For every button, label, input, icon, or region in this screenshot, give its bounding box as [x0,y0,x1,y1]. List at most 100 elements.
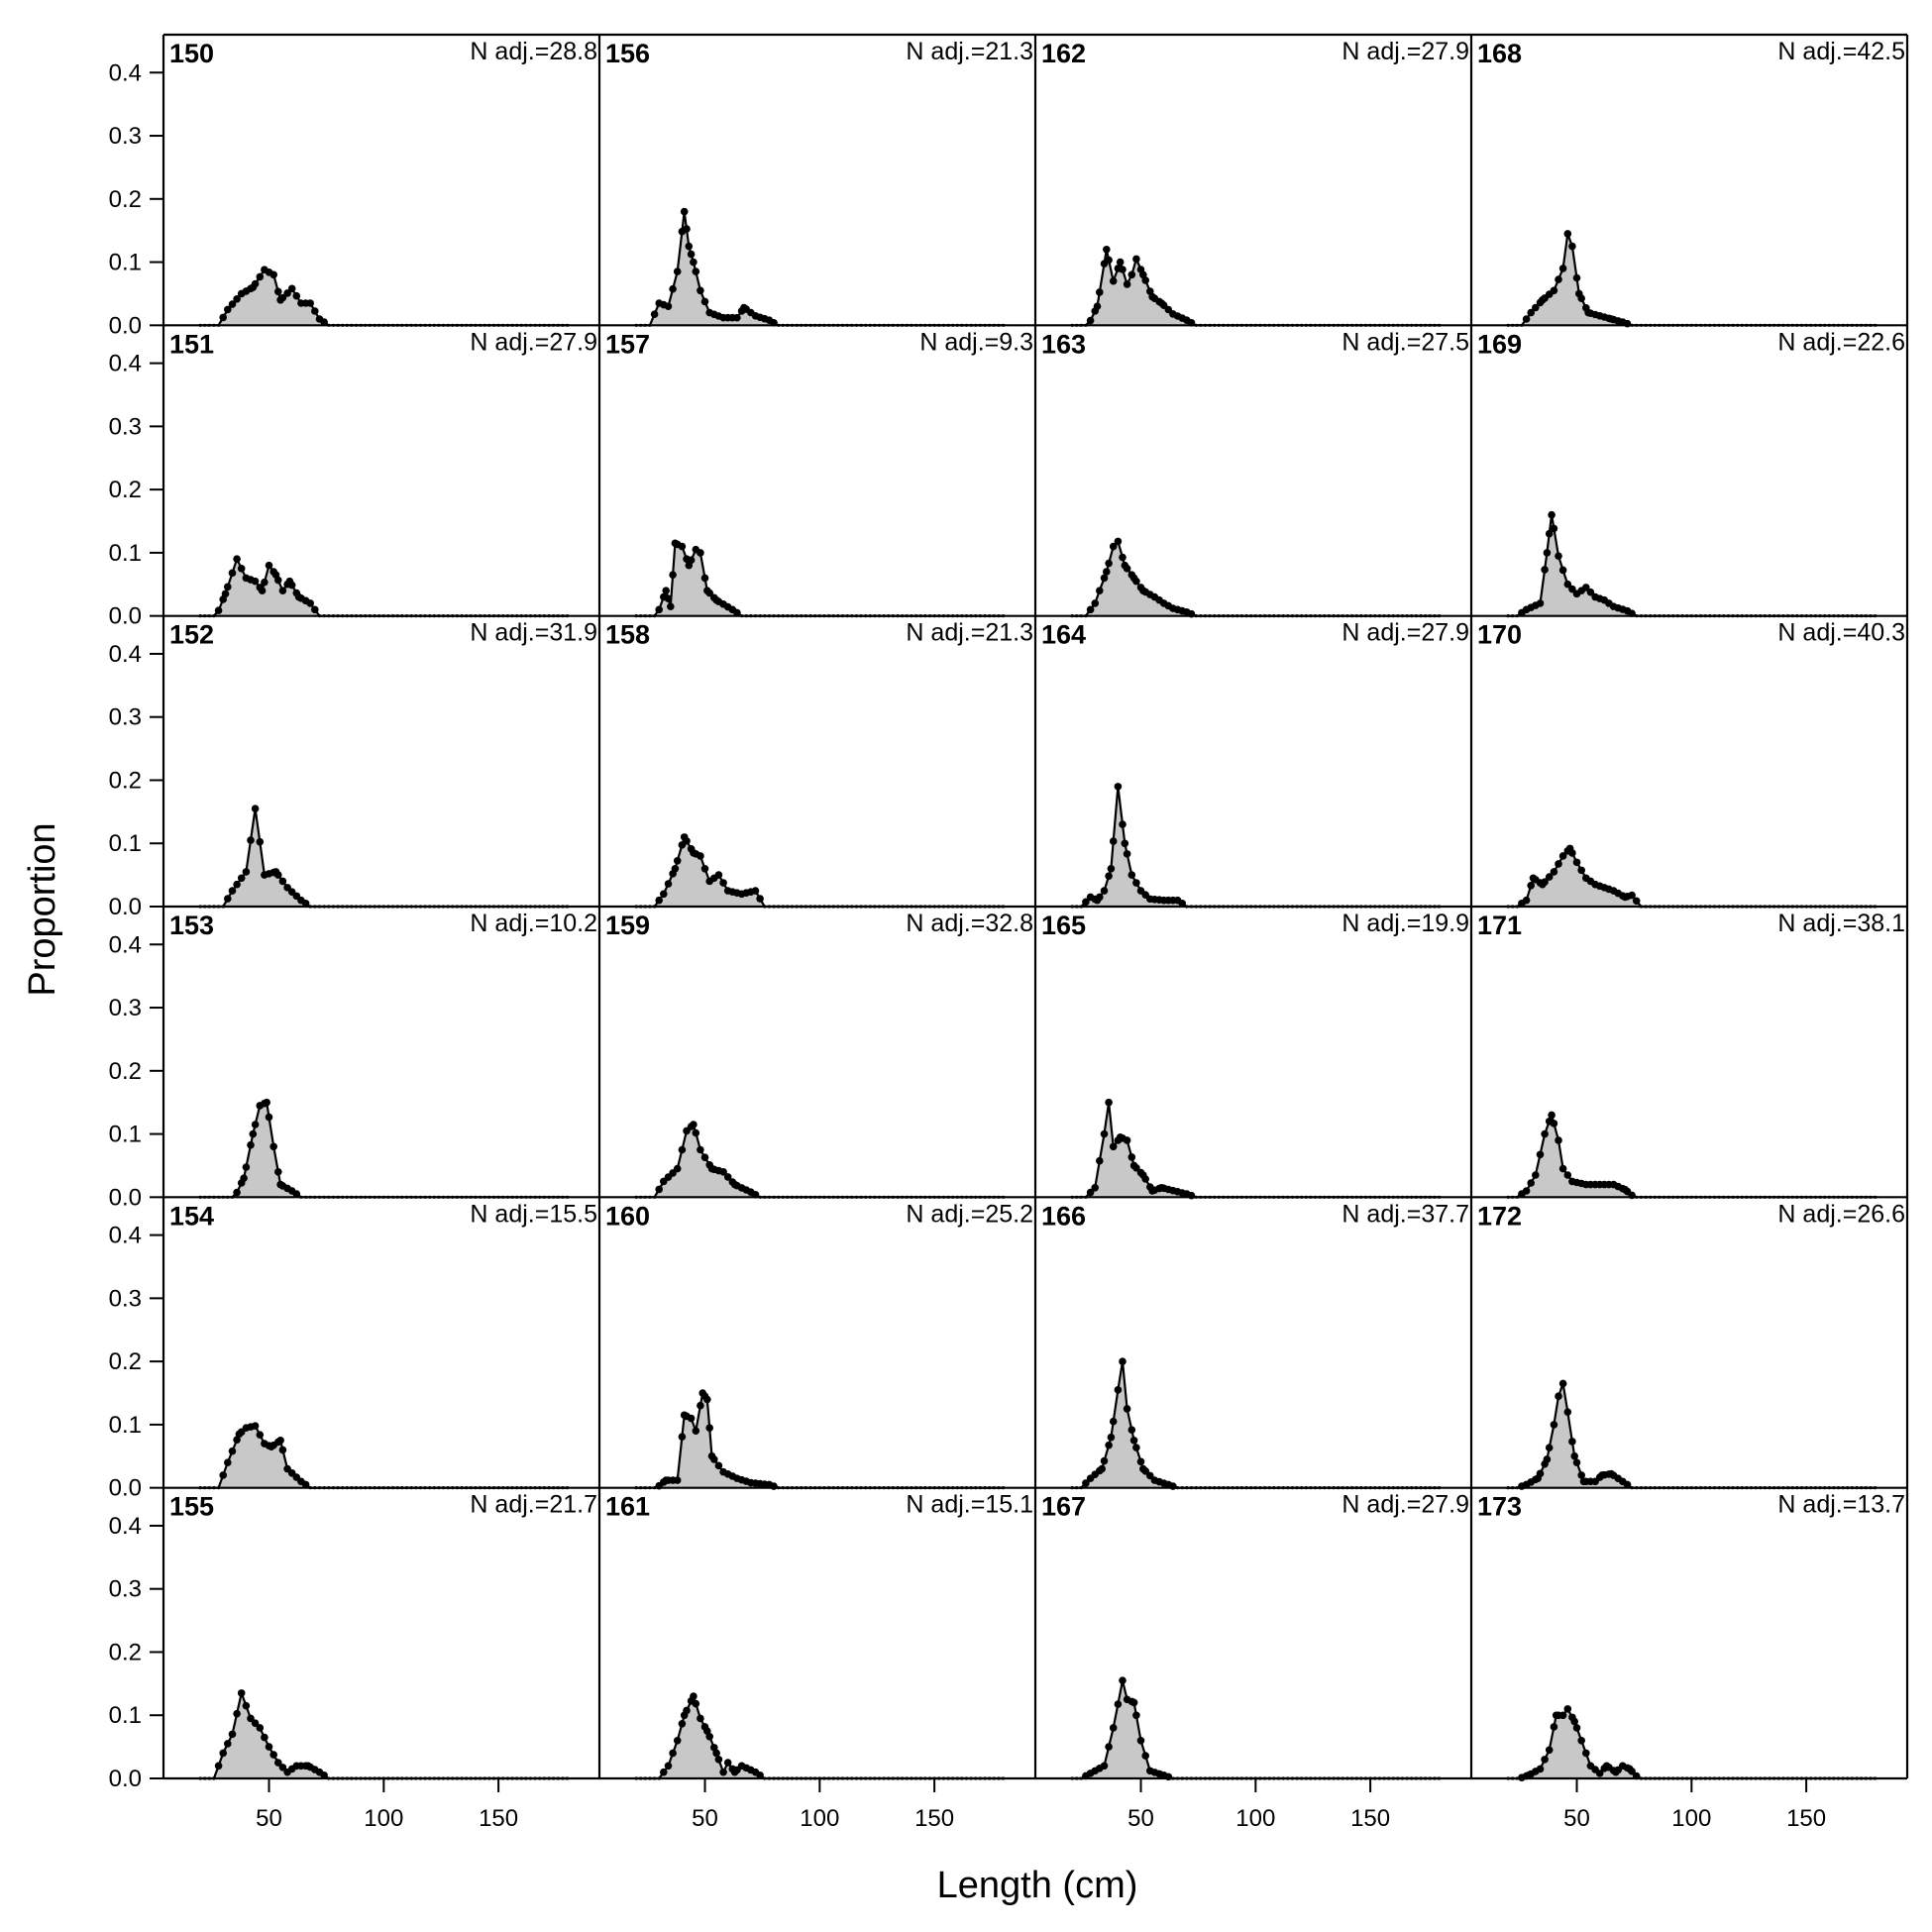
panel-165: 165 N adj.=19.9 [1041,910,1469,1200]
data-point [1132,1164,1140,1172]
x-tick-label: 150 [914,1805,954,1832]
data-point [687,250,696,259]
data-point [733,608,741,617]
data-point [1114,783,1123,791]
data-point [1119,553,1127,562]
data-point [1132,577,1140,586]
data-point [1107,864,1116,873]
series-area [200,808,568,907]
series-area [200,1102,568,1198]
series-area [200,1692,568,1778]
panel-159: 159 N adj.=32.8 [605,910,1033,1199]
data-point [256,1724,265,1732]
y-tick-label: 0.0 [109,312,142,339]
data-point [269,1142,277,1151]
data-point [683,837,691,845]
y-tick-label: 0.1 [109,1122,142,1148]
data-point [1555,1136,1562,1144]
data-point [1105,1743,1113,1751]
data-point [664,594,673,602]
series-area [200,269,568,326]
data-point [1109,542,1118,551]
panel-label: 160 [605,1201,650,1231]
data-point [723,1173,732,1181]
panel-label: 151 [169,329,214,359]
data-point [1109,837,1118,845]
data-point [1548,1111,1556,1120]
series-area [1508,233,1876,326]
x-axis-title: Length (cm) [937,1865,1138,1906]
data-point [719,1168,727,1176]
y-tick-label: 0.2 [109,1058,142,1085]
panel-161: 161 N adj.=15.1 [605,1491,1033,1780]
data-point [1541,1756,1549,1764]
data-point [683,225,691,233]
data-point [1543,549,1552,557]
x-tick-label: 50 [1127,1805,1154,1832]
n-adj-label: N adj.=15.1 [906,1491,1033,1519]
data-point [655,896,663,905]
data-point [1109,276,1118,285]
data-point [320,1771,328,1779]
data-point [1082,1479,1090,1487]
data-point [228,1730,237,1739]
data-point [673,1736,682,1745]
panel-label: 167 [1041,1492,1086,1522]
data-point [1132,1711,1140,1720]
data-point [265,1743,273,1751]
data-point [269,1751,277,1759]
data-point [1555,860,1562,868]
data-point [265,561,273,570]
data-point [700,574,709,583]
data-point [667,602,675,610]
data-point [1555,552,1562,560]
data-point [247,1140,255,1149]
panel-170: 170 N adj.=40.3 [1477,619,1905,909]
data-point [1123,280,1131,288]
data-point [1536,1765,1545,1773]
data-point [1582,1749,1590,1758]
data-point [733,313,741,322]
data-point [1568,242,1576,251]
panel-153: 153 N adj.=10.2 [169,910,597,1199]
data-point [1558,1164,1567,1173]
data-point [664,302,673,311]
plot-area: 150 N adj.=28.8 0.0 0.1 0.2 0.3 0.4 151 N adj.=2… [109,33,1909,1832]
data-point [1595,1770,1604,1777]
panel-label: 172 [1477,1201,1522,1231]
x-tick-label: 50 [256,1805,282,1832]
data-point [256,272,265,281]
data-point [224,1458,232,1466]
panel-label: 155 [169,1492,214,1522]
data-point [1550,1120,1558,1127]
data-point [687,556,696,565]
data-point [258,587,267,594]
n-adj-label: N adj.=37.7 [1342,1200,1469,1228]
series-area [636,543,1004,616]
n-adj-label: N adj.=38.1 [1777,910,1905,937]
data-point [1136,1457,1145,1466]
panel-label: 162 [1041,39,1086,68]
data-point [219,313,227,322]
data-point [256,1431,265,1439]
data-point [1550,868,1558,876]
data-point [1127,1426,1136,1435]
panel-label: 168 [1477,39,1522,68]
x-tick-label: 150 [479,1805,518,1832]
panel-158: 158 N adj.=21.3 [605,619,1033,909]
data-point [278,1764,287,1771]
data-point [228,1447,237,1455]
n-adj-label: N adj.=31.9 [470,619,597,647]
panel-172: 172 N adj.=26.6 [1477,1200,1905,1490]
data-point [224,895,232,903]
data-point [219,1471,227,1479]
y-tick-label: 0.3 [109,1285,142,1312]
panel-label: 158 [605,620,650,650]
data-point [278,877,287,886]
data-point [1582,584,1590,591]
data-point [714,1461,723,1470]
x-tick-label: 50 [692,1805,718,1832]
n-adj-label: N adj.=32.8 [906,910,1033,937]
data-point [1105,1098,1113,1107]
data-point [1568,849,1576,857]
